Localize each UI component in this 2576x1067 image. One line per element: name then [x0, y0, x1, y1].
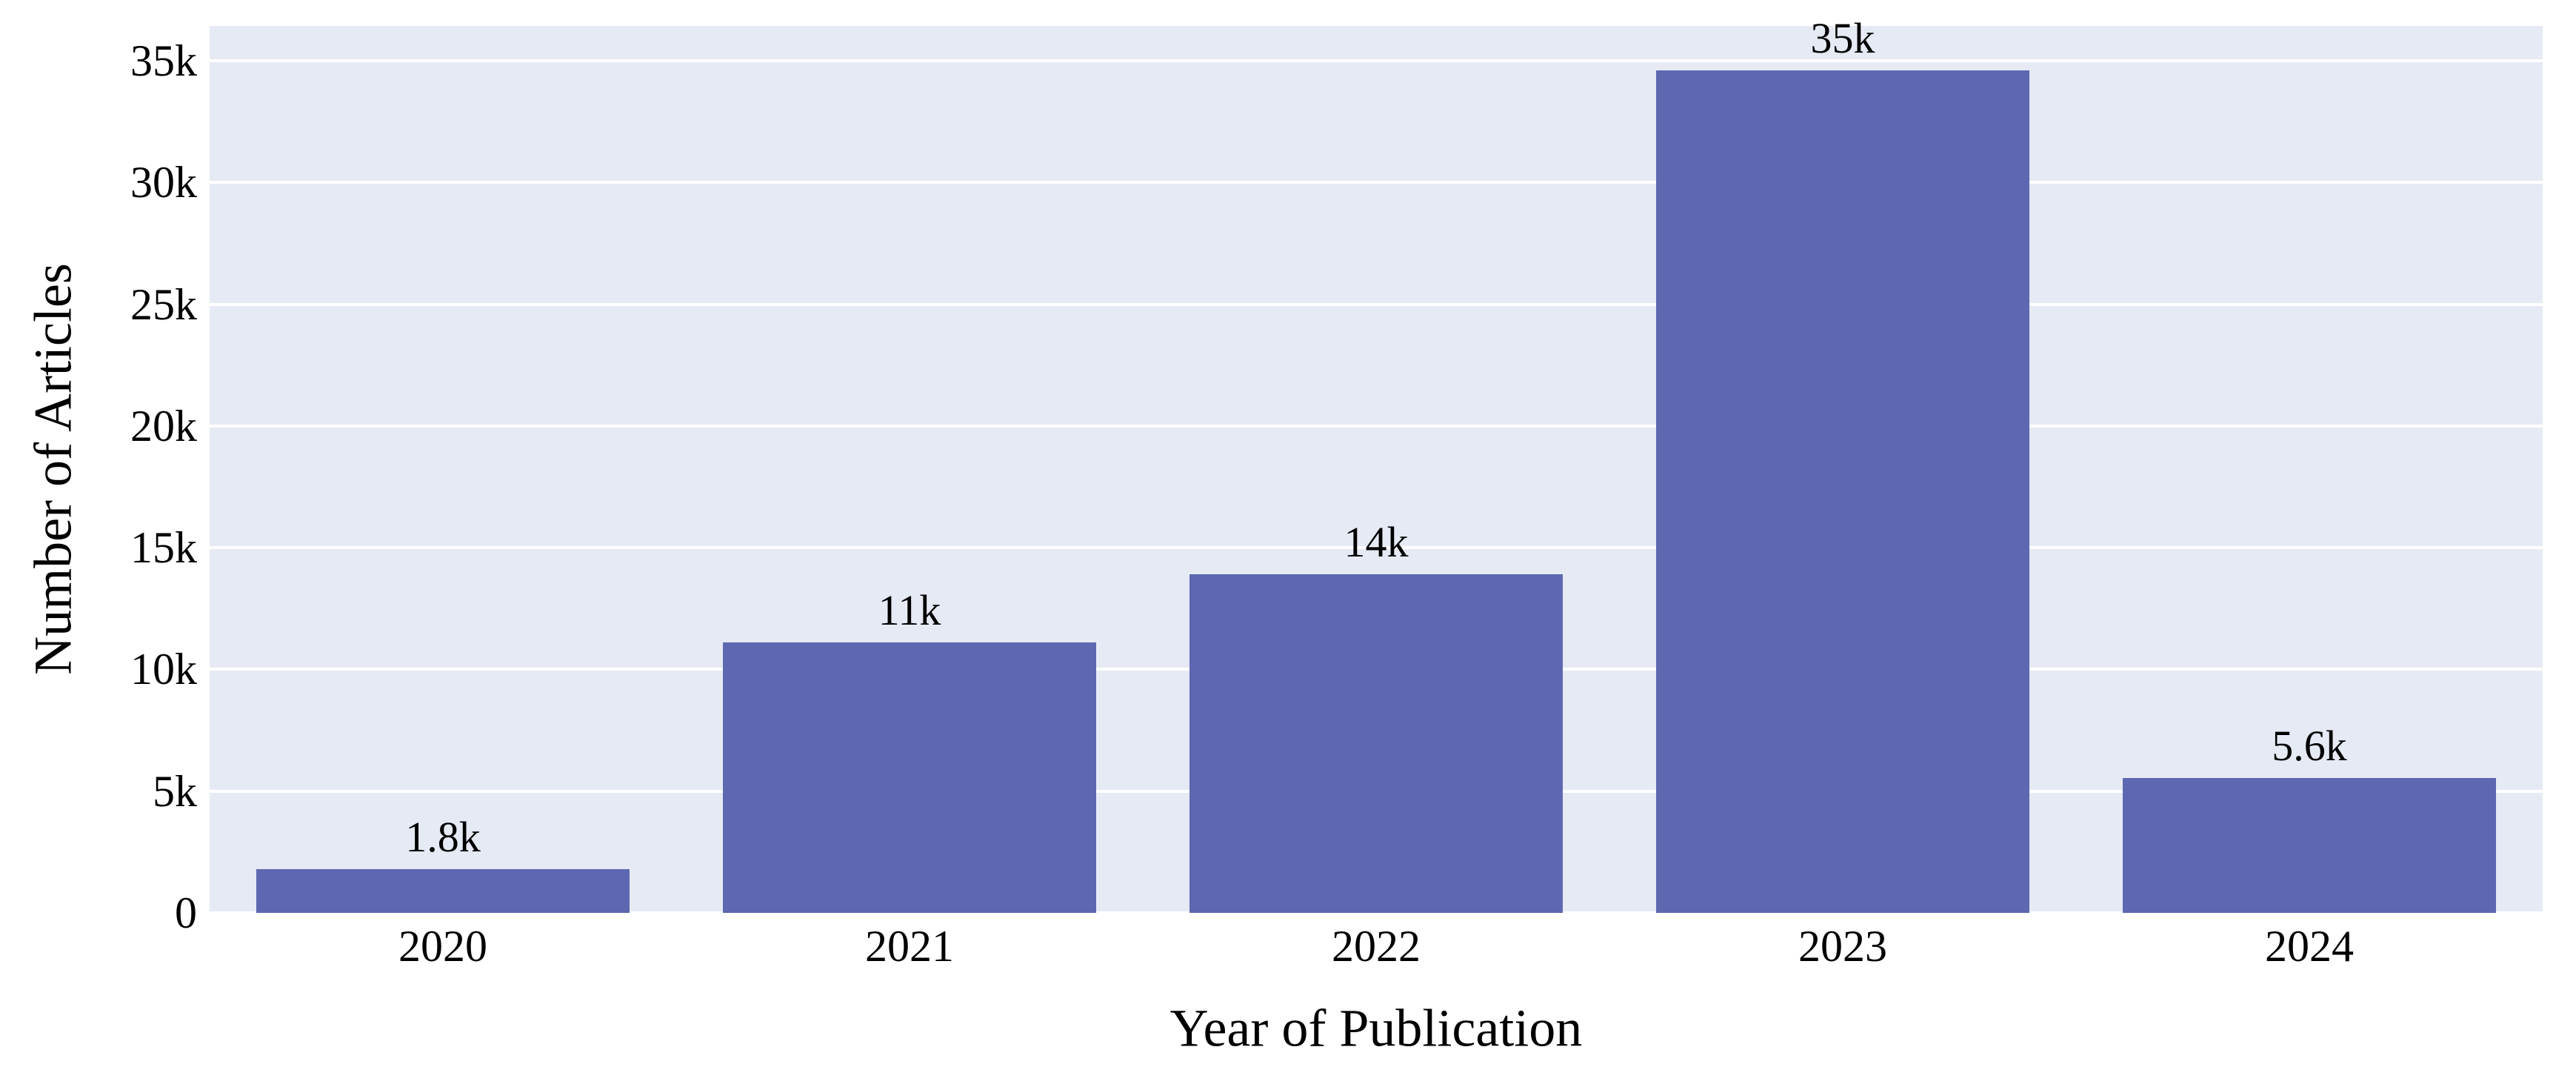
grid-line-y-15k [210, 546, 2543, 550]
bar-value-label-2021: 11k [878, 586, 941, 635]
bar-value-label-2024: 5.6k [2272, 721, 2347, 770]
y-axis-label: Number of Articles [23, 263, 83, 675]
grid-line-y-0 [210, 911, 2543, 914]
grid-line-y-25k [210, 302, 2543, 306]
y-tick-label: 20k [130, 401, 197, 451]
y-tick-label: 0 [175, 888, 197, 937]
x-tick-label-2023: 2023 [1798, 922, 1887, 971]
y-tick-label: 35k [130, 36, 197, 85]
y-tick-label: 5k [153, 766, 197, 816]
bar-2024 [2123, 777, 2496, 913]
bar-value-label-2020: 1.8k [405, 812, 481, 861]
y-tick-label: 15k [130, 523, 197, 573]
bar-2020 [256, 868, 630, 913]
x-axis-label: Year of Publication [1169, 998, 1583, 1058]
bar-2022 [1189, 574, 1563, 913]
grid-line-y-20k [210, 424, 2543, 428]
grid-line-y-30k [210, 181, 2543, 185]
x-tick-label-2024: 2024 [2265, 922, 2354, 971]
grid-line-y-35k [210, 59, 2543, 62]
x-tick-label-2020: 2020 [398, 922, 487, 971]
bar-2021 [723, 642, 1096, 913]
bar-2023 [1656, 70, 2029, 913]
plot-area: 1.8k 11k 14k 35k 5.6k [210, 15, 2543, 914]
y-tick-label: 25k [130, 279, 197, 329]
y-tick-label: 30k [130, 158, 197, 207]
bar-value-label-2023: 35k [1810, 14, 1875, 63]
x-tick-label-2021: 2021 [865, 922, 954, 971]
y-tick-label: 10k [130, 645, 197, 694]
bar-value-label-2022: 14k [1344, 518, 1409, 567]
x-tick-label-2022: 2022 [1332, 922, 1421, 971]
